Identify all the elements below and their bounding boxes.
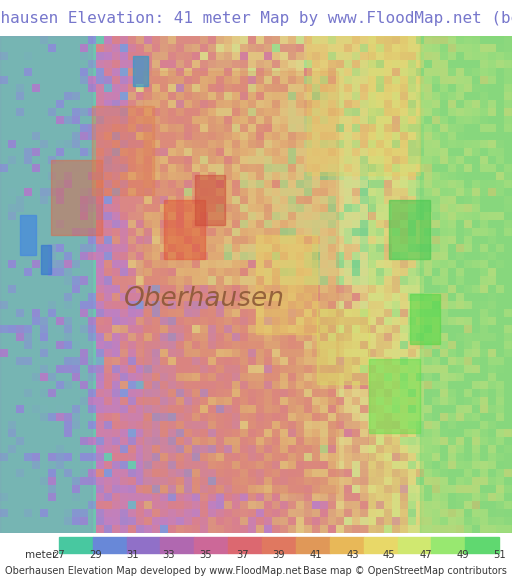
Bar <box>126 537 160 553</box>
Text: 49: 49 <box>456 550 469 560</box>
Bar <box>398 537 432 553</box>
Bar <box>195 175 225 225</box>
Bar <box>369 359 420 433</box>
Text: meter: meter <box>25 550 56 560</box>
Bar <box>160 537 195 553</box>
Text: Oberhausen Elevation: 41 meter Map by www.FloodMap.net (beta): Oberhausen Elevation: 41 meter Map by ww… <box>0 10 512 26</box>
Bar <box>307 36 420 175</box>
Text: 41: 41 <box>309 550 322 560</box>
Bar <box>432 537 465 553</box>
Bar <box>262 537 296 553</box>
Bar <box>143 71 338 493</box>
Bar <box>410 294 440 344</box>
Text: 27: 27 <box>53 550 65 560</box>
Bar <box>133 56 148 86</box>
Bar <box>93 537 126 553</box>
Bar <box>41 244 51 274</box>
Bar <box>364 537 398 553</box>
Bar <box>420 36 512 533</box>
Bar <box>369 36 512 533</box>
Bar <box>20 215 36 254</box>
Text: 43: 43 <box>346 550 359 560</box>
Text: 47: 47 <box>419 550 432 560</box>
Text: 35: 35 <box>199 550 212 560</box>
Text: 31: 31 <box>126 550 139 560</box>
Bar <box>164 200 205 260</box>
Bar <box>228 537 262 553</box>
Text: Oberhausen: Oberhausen <box>124 286 285 312</box>
Bar <box>296 537 330 553</box>
Bar <box>59 537 93 553</box>
Bar <box>465 537 499 553</box>
Text: 39: 39 <box>273 550 285 560</box>
Text: 45: 45 <box>383 550 395 560</box>
Bar <box>0 36 92 533</box>
Bar <box>389 200 430 260</box>
Text: Oberhausen Elevation Map developed by www.FloodMap.net: Oberhausen Elevation Map developed by ww… <box>5 566 302 576</box>
Text: 37: 37 <box>236 550 249 560</box>
Text: 51: 51 <box>493 550 505 560</box>
Text: 33: 33 <box>163 550 175 560</box>
Bar <box>51 160 102 235</box>
Bar <box>195 537 228 553</box>
Bar <box>256 235 317 334</box>
Text: 29: 29 <box>89 550 102 560</box>
Bar <box>317 309 369 384</box>
Text: Base map © OpenStreetMap contributors: Base map © OpenStreetMap contributors <box>303 566 507 576</box>
Bar <box>92 105 154 195</box>
Bar <box>330 537 364 553</box>
